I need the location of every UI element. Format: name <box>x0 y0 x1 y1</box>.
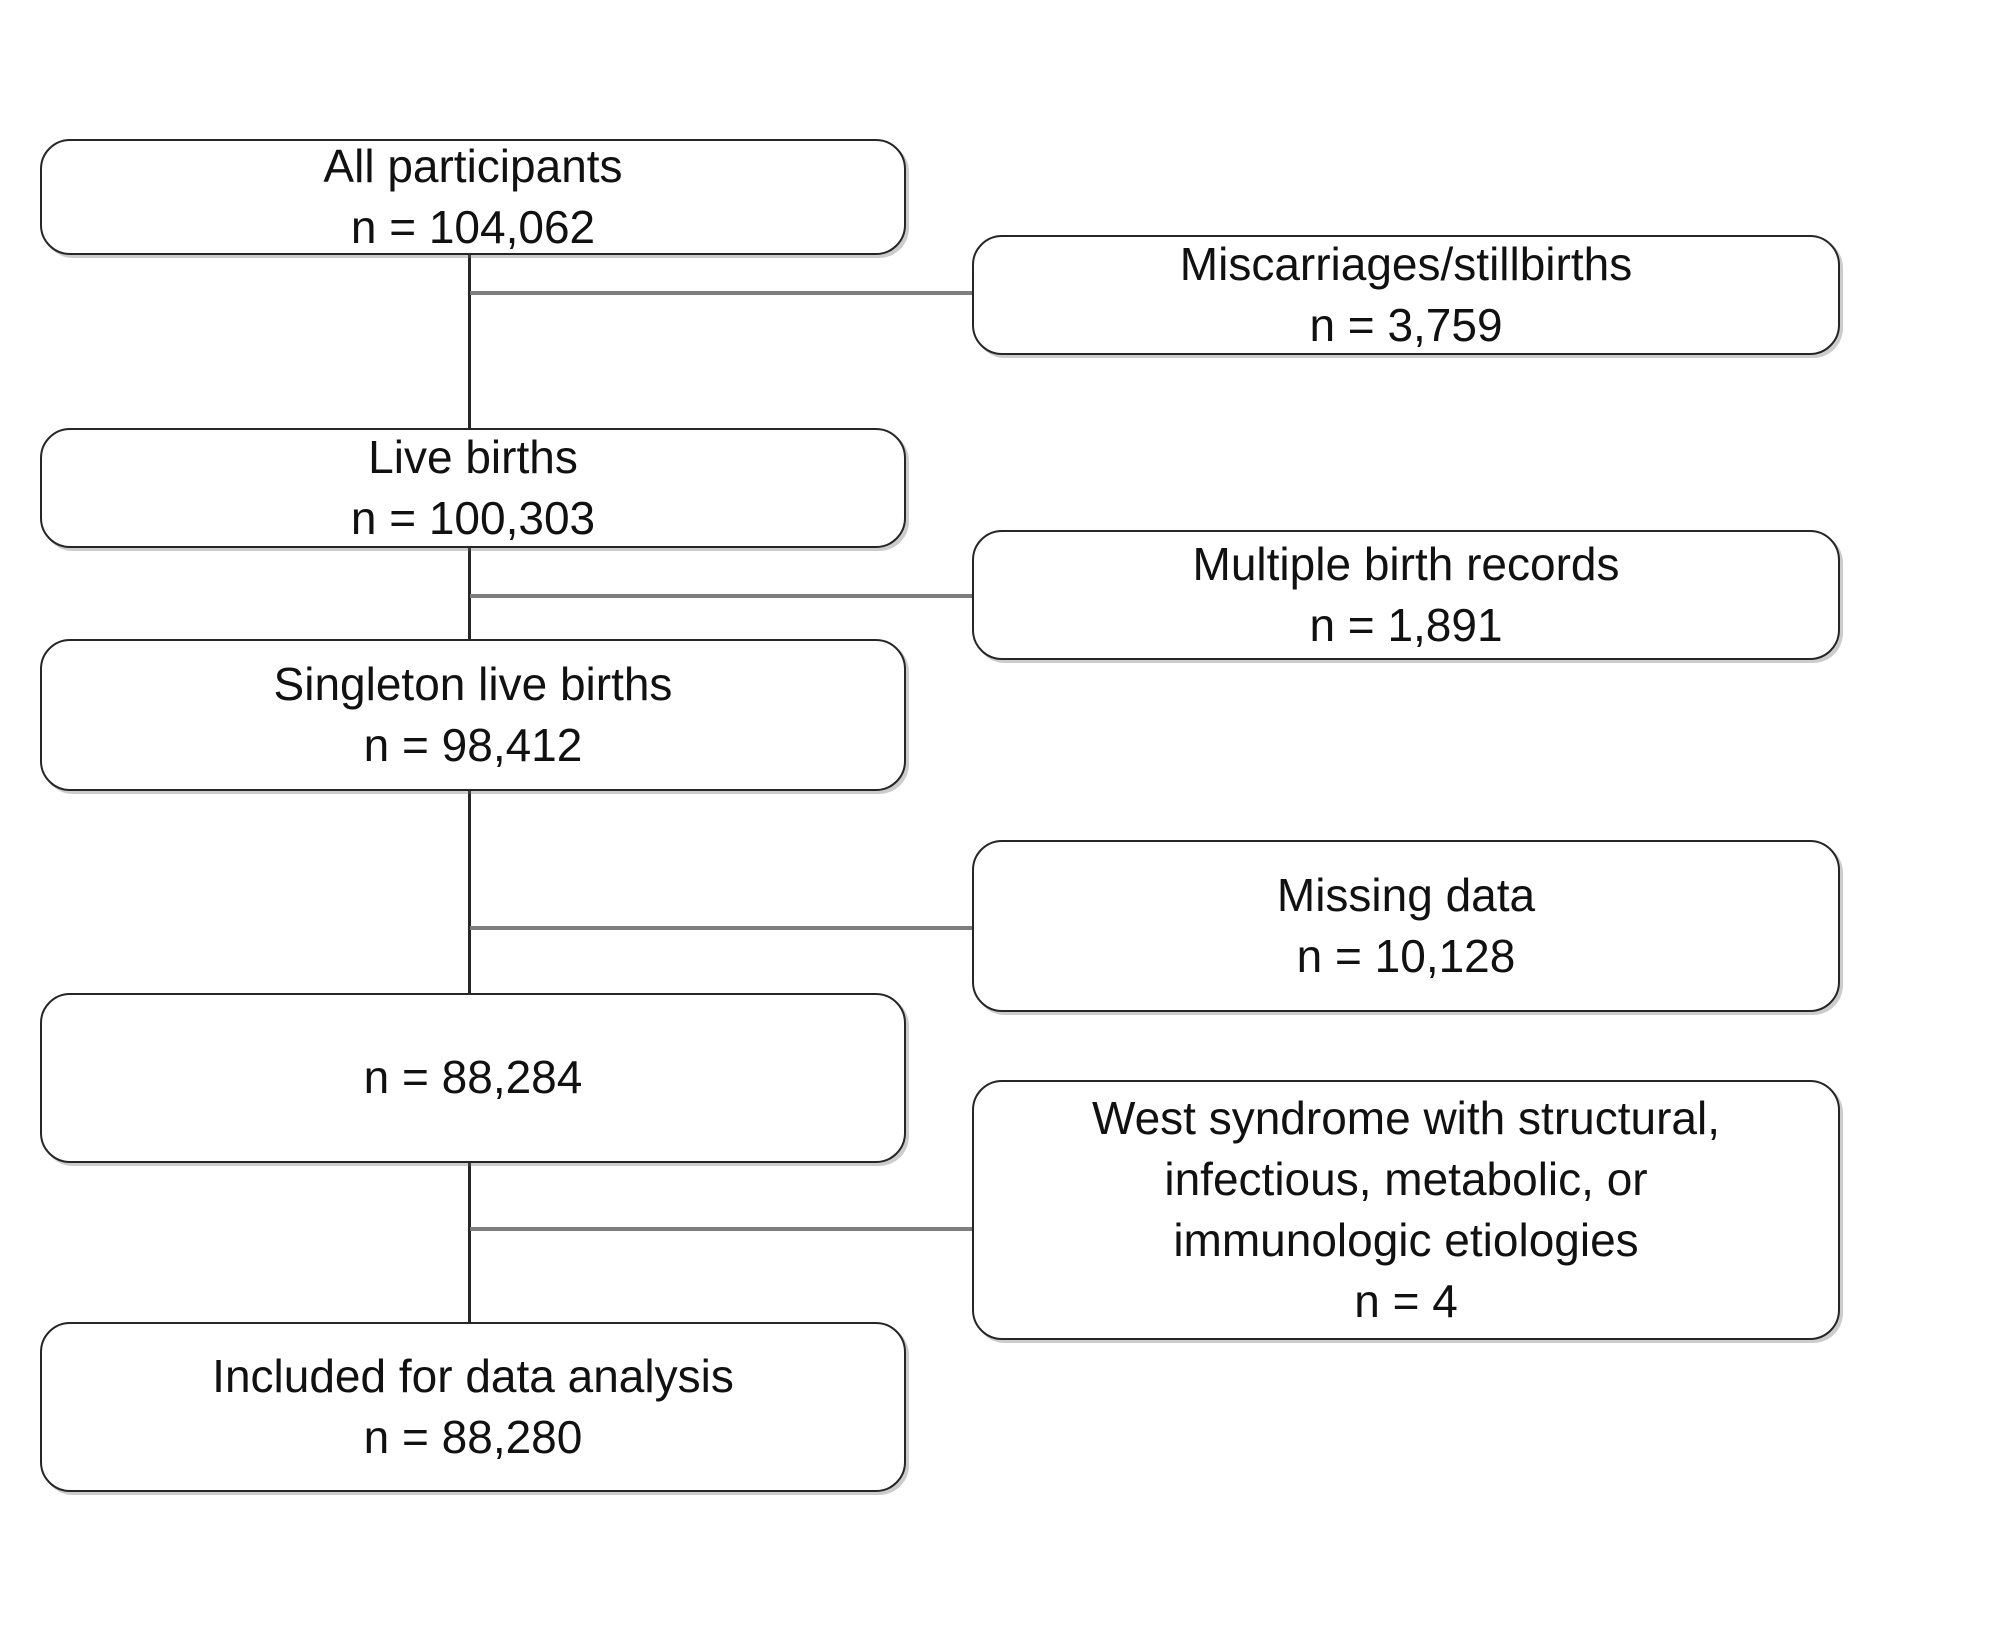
box-n-value: n = 3,759 <box>1309 299 1503 351</box>
main-box-after-exclusions: n = 88,284 <box>40 993 906 1163</box>
box-n-value: n = 98,412 <box>363 719 583 771</box>
box-label: Miscarriages/stillbirths <box>1179 237 1633 290</box>
box-label: Included for data analysis <box>212 1349 734 1402</box>
box-label: Multiple birth records <box>1192 537 1620 590</box>
branch-connector-missing-data <box>470 926 978 930</box>
box-label: Live births <box>368 430 578 483</box>
exclusion-box-multiple-birth-records: Multiple birth records n = 1,891 <box>972 530 1840 660</box>
main-box-singleton-live-births: Singleton live births n = 98,412 <box>40 639 906 791</box>
exclusion-box-west-syndrome: West syndrome with structural, infectiou… <box>972 1080 1840 1340</box>
box-n-value: n = 100,303 <box>350 492 596 544</box>
branch-connector-west-syndrome <box>470 1227 978 1231</box>
box-n-value: n = 10,128 <box>1296 930 1516 982</box>
box-label: Missing data <box>1276 868 1536 921</box>
main-box-all-participants: All participants n = 104,062 <box>40 139 906 255</box>
box-n-value: n = 4 <box>1354 1275 1458 1328</box>
box-n-value: n = 1,891 <box>1309 599 1503 651</box>
branch-connector-miscarriages <box>470 291 977 295</box>
box-label: All participants <box>323 139 623 192</box>
main-box-included-for-analysis: Included for data analysis n = 88,280 <box>40 1322 906 1492</box>
box-n-value: n = 104,062 <box>350 201 596 253</box>
box-label: Singleton live births <box>273 657 673 710</box>
exclusion-box-missing-data: Missing data n = 10,128 <box>972 840 1840 1012</box>
exclusion-box-miscarriages-stillbirths: Miscarriages/stillbirths n = 3,759 <box>972 235 1840 355</box>
box-n-value: n = 88,284 <box>363 1051 583 1104</box>
main-box-live-births: Live births n = 100,303 <box>40 428 906 548</box>
branch-connector-multiple-birth <box>470 594 983 598</box>
box-label: West syndrome with structural, infectiou… <box>1091 1091 1720 1266</box>
box-n-value: n = 88,280 <box>363 1411 583 1463</box>
